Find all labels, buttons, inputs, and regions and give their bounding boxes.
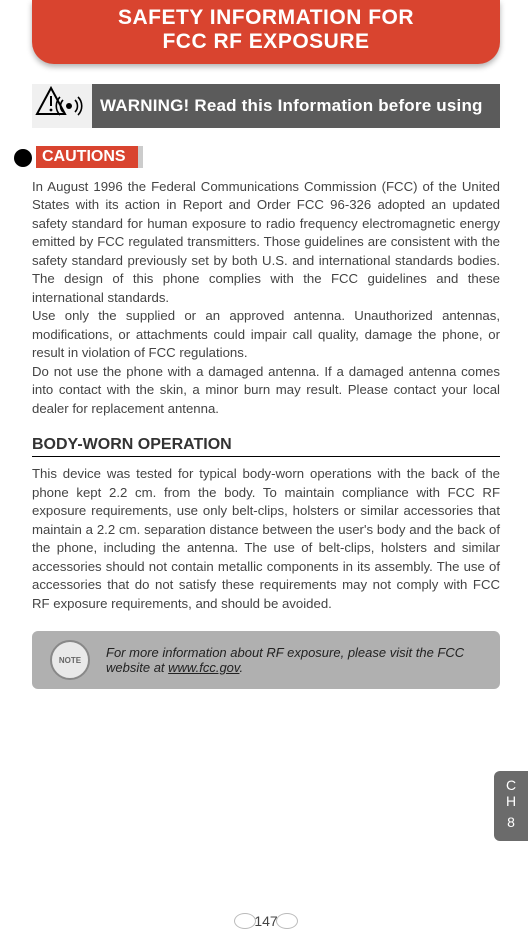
title-banner: SAFETY INFORMATION FOR FCC RF EXPOSURE [32,0,500,64]
title-line-2: FCC RF EXPOSURE [42,30,490,54]
cautions-body-text: In August 1996 the Federal Communication… [32,178,500,418]
bodyworn-heading: BODY-WORN OPERATION [32,436,500,457]
page-number-wrap: 147 [0,913,532,929]
note-box: NOTE For more information about RF expos… [32,631,500,689]
title-line-1: SAFETY INFORMATION FOR [42,6,490,30]
note-link[interactable]: www.fcc.gov [168,660,239,675]
page-number: 147 [242,913,289,929]
note-text-post: . [239,660,243,675]
warning-bar: WARNING! Read this Information before us… [92,84,500,128]
cautions-bullet-icon [14,149,32,167]
note-badge-icon: NOTE [50,640,90,680]
note-text-pre: For more information about RF exposure, … [106,645,464,675]
warning-triangle-icon [35,86,89,126]
side-tab-c: C [494,777,528,794]
cautions-header: CAUTIONS [14,146,532,168]
cautions-paragraph: In August 1996 the Federal Communication… [32,178,500,418]
cautions-label: CAUTIONS [36,146,143,168]
side-tab-h: H [494,793,528,810]
bodyworn-body-text: This device was tested for typical body-… [32,465,500,613]
bodyworn-paragraph: This device was tested for typical body-… [32,465,500,613]
warning-icons [32,84,92,128]
chapter-side-tab: C H 8 [494,771,528,841]
side-tab-number: 8 [494,814,528,831]
warning-row: WARNING! Read this Information before us… [32,84,500,128]
